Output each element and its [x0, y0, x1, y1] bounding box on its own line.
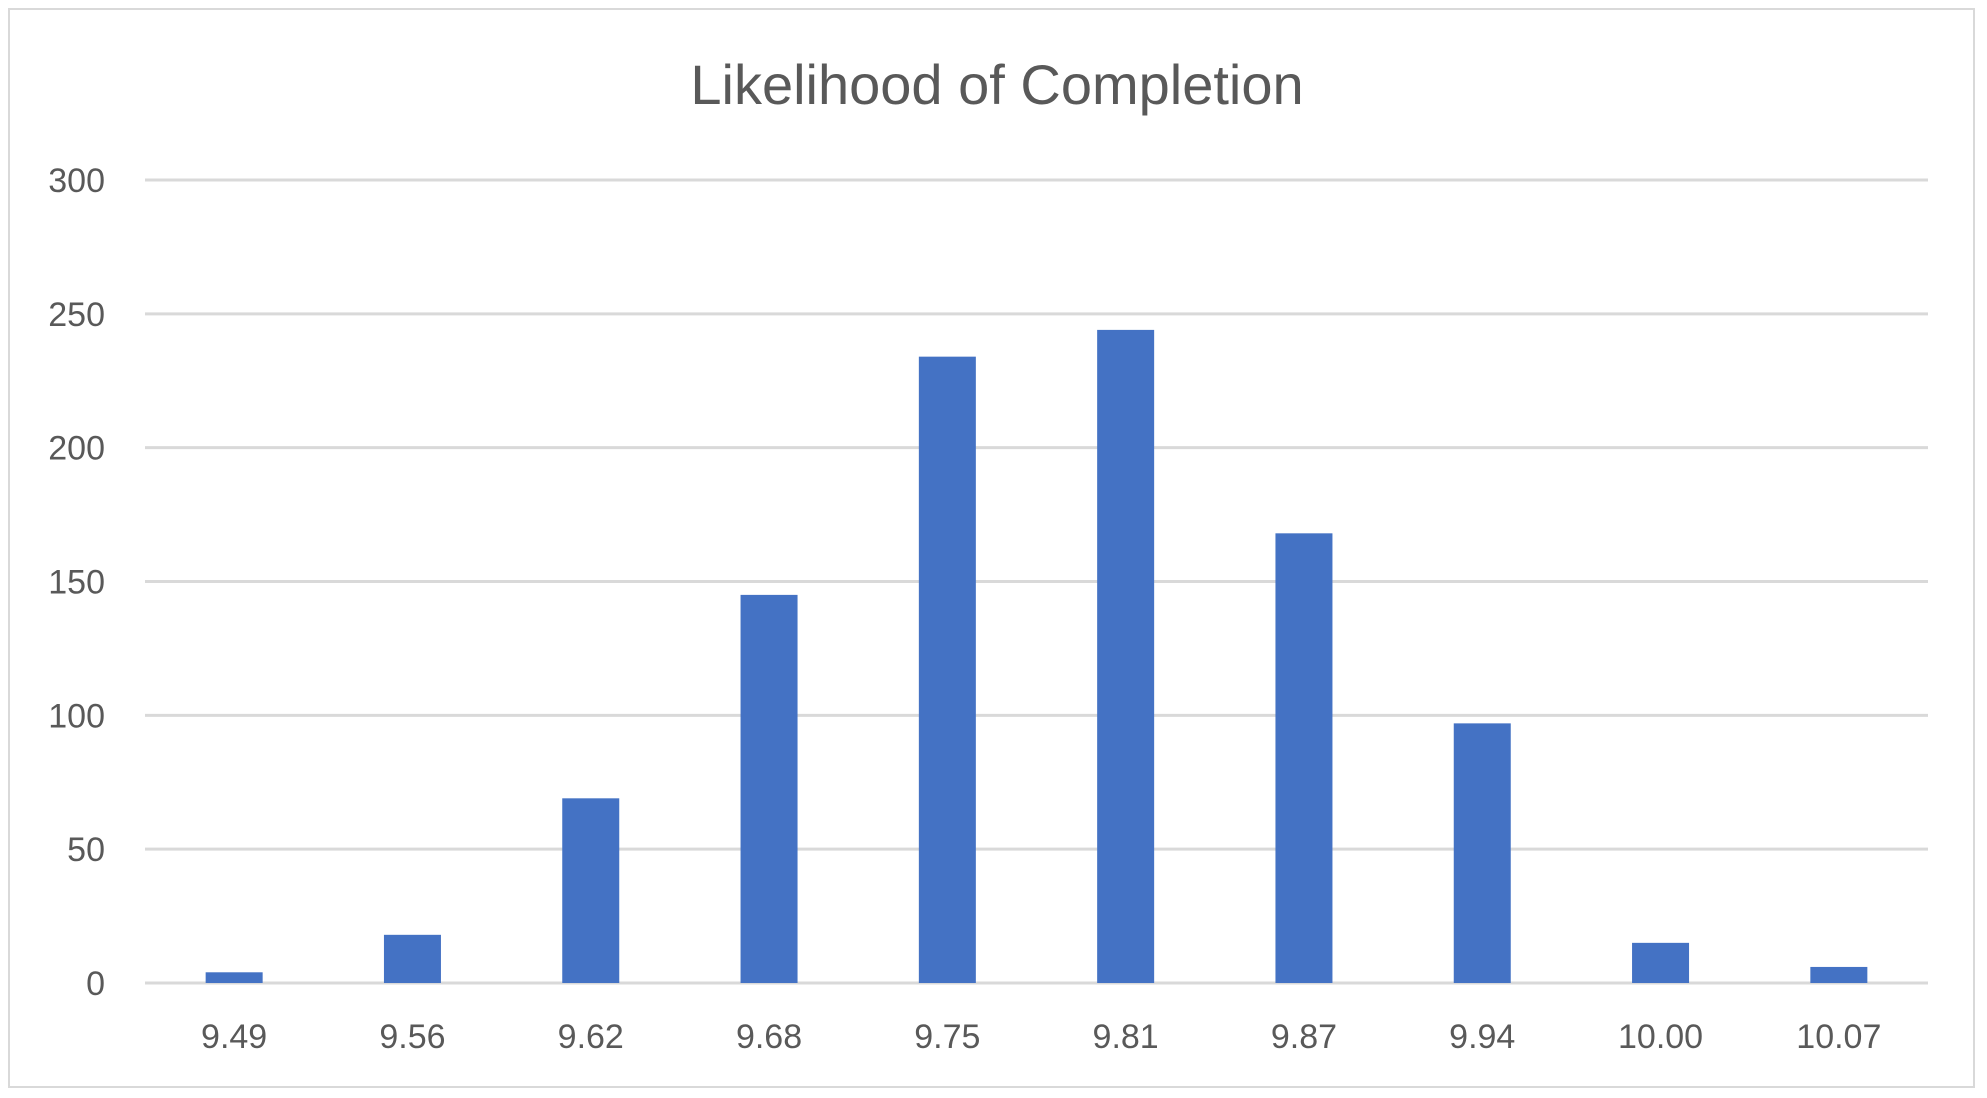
x-tick-label: 9.56 — [379, 1018, 445, 1056]
chart-title: Likelihood of Completion — [690, 53, 1303, 116]
y-tick-label: 50 — [67, 831, 105, 869]
x-tick-label: 10.07 — [1796, 1018, 1881, 1056]
bar-9.81 — [1097, 329, 1155, 984]
y-tick-label: 0 — [86, 965, 105, 1003]
y-tick-label: 250 — [48, 296, 105, 334]
y-tick-label: 300 — [48, 162, 105, 200]
y-tick-label: 150 — [48, 564, 105, 602]
bar-9.75 — [918, 356, 976, 983]
bar-9.68 — [740, 594, 798, 983]
x-tick-label: 9.81 — [1093, 1018, 1159, 1056]
bar-9.56 — [383, 934, 441, 983]
x-tick-label: 9.94 — [1449, 1018, 1515, 1056]
bar-9.62 — [562, 798, 620, 983]
x-axis-ticks: 9.49 9.56 9.62 9.68 9.75 9.81 9.87 9.94 10.00 10.… — [201, 1018, 1881, 1056]
bar-9.87 — [1275, 533, 1333, 983]
x-tick-label: 10.00 — [1618, 1018, 1703, 1056]
x-tick-label: 9.75 — [914, 1018, 980, 1056]
bars — [205, 329, 1868, 984]
chart-frame — [8, 8, 1975, 1088]
gridlines — [145, 178, 1928, 985]
bar-10.00 — [1632, 942, 1690, 983]
bar-9.94 — [1453, 723, 1511, 983]
x-tick-label: 9.87 — [1271, 1018, 1337, 1056]
y-axis-ticks: 0 50 100 150 200 250 300 — [48, 162, 105, 1003]
x-tick-label: 9.68 — [736, 1018, 802, 1056]
y-tick-label: 100 — [48, 697, 105, 735]
x-tick-label: 9.49 — [201, 1018, 267, 1056]
bar-10.07 — [1810, 966, 1868, 983]
x-tick-label: 9.62 — [558, 1018, 624, 1056]
y-tick-label: 200 — [48, 430, 105, 468]
bar-9.49 — [205, 972, 263, 983]
